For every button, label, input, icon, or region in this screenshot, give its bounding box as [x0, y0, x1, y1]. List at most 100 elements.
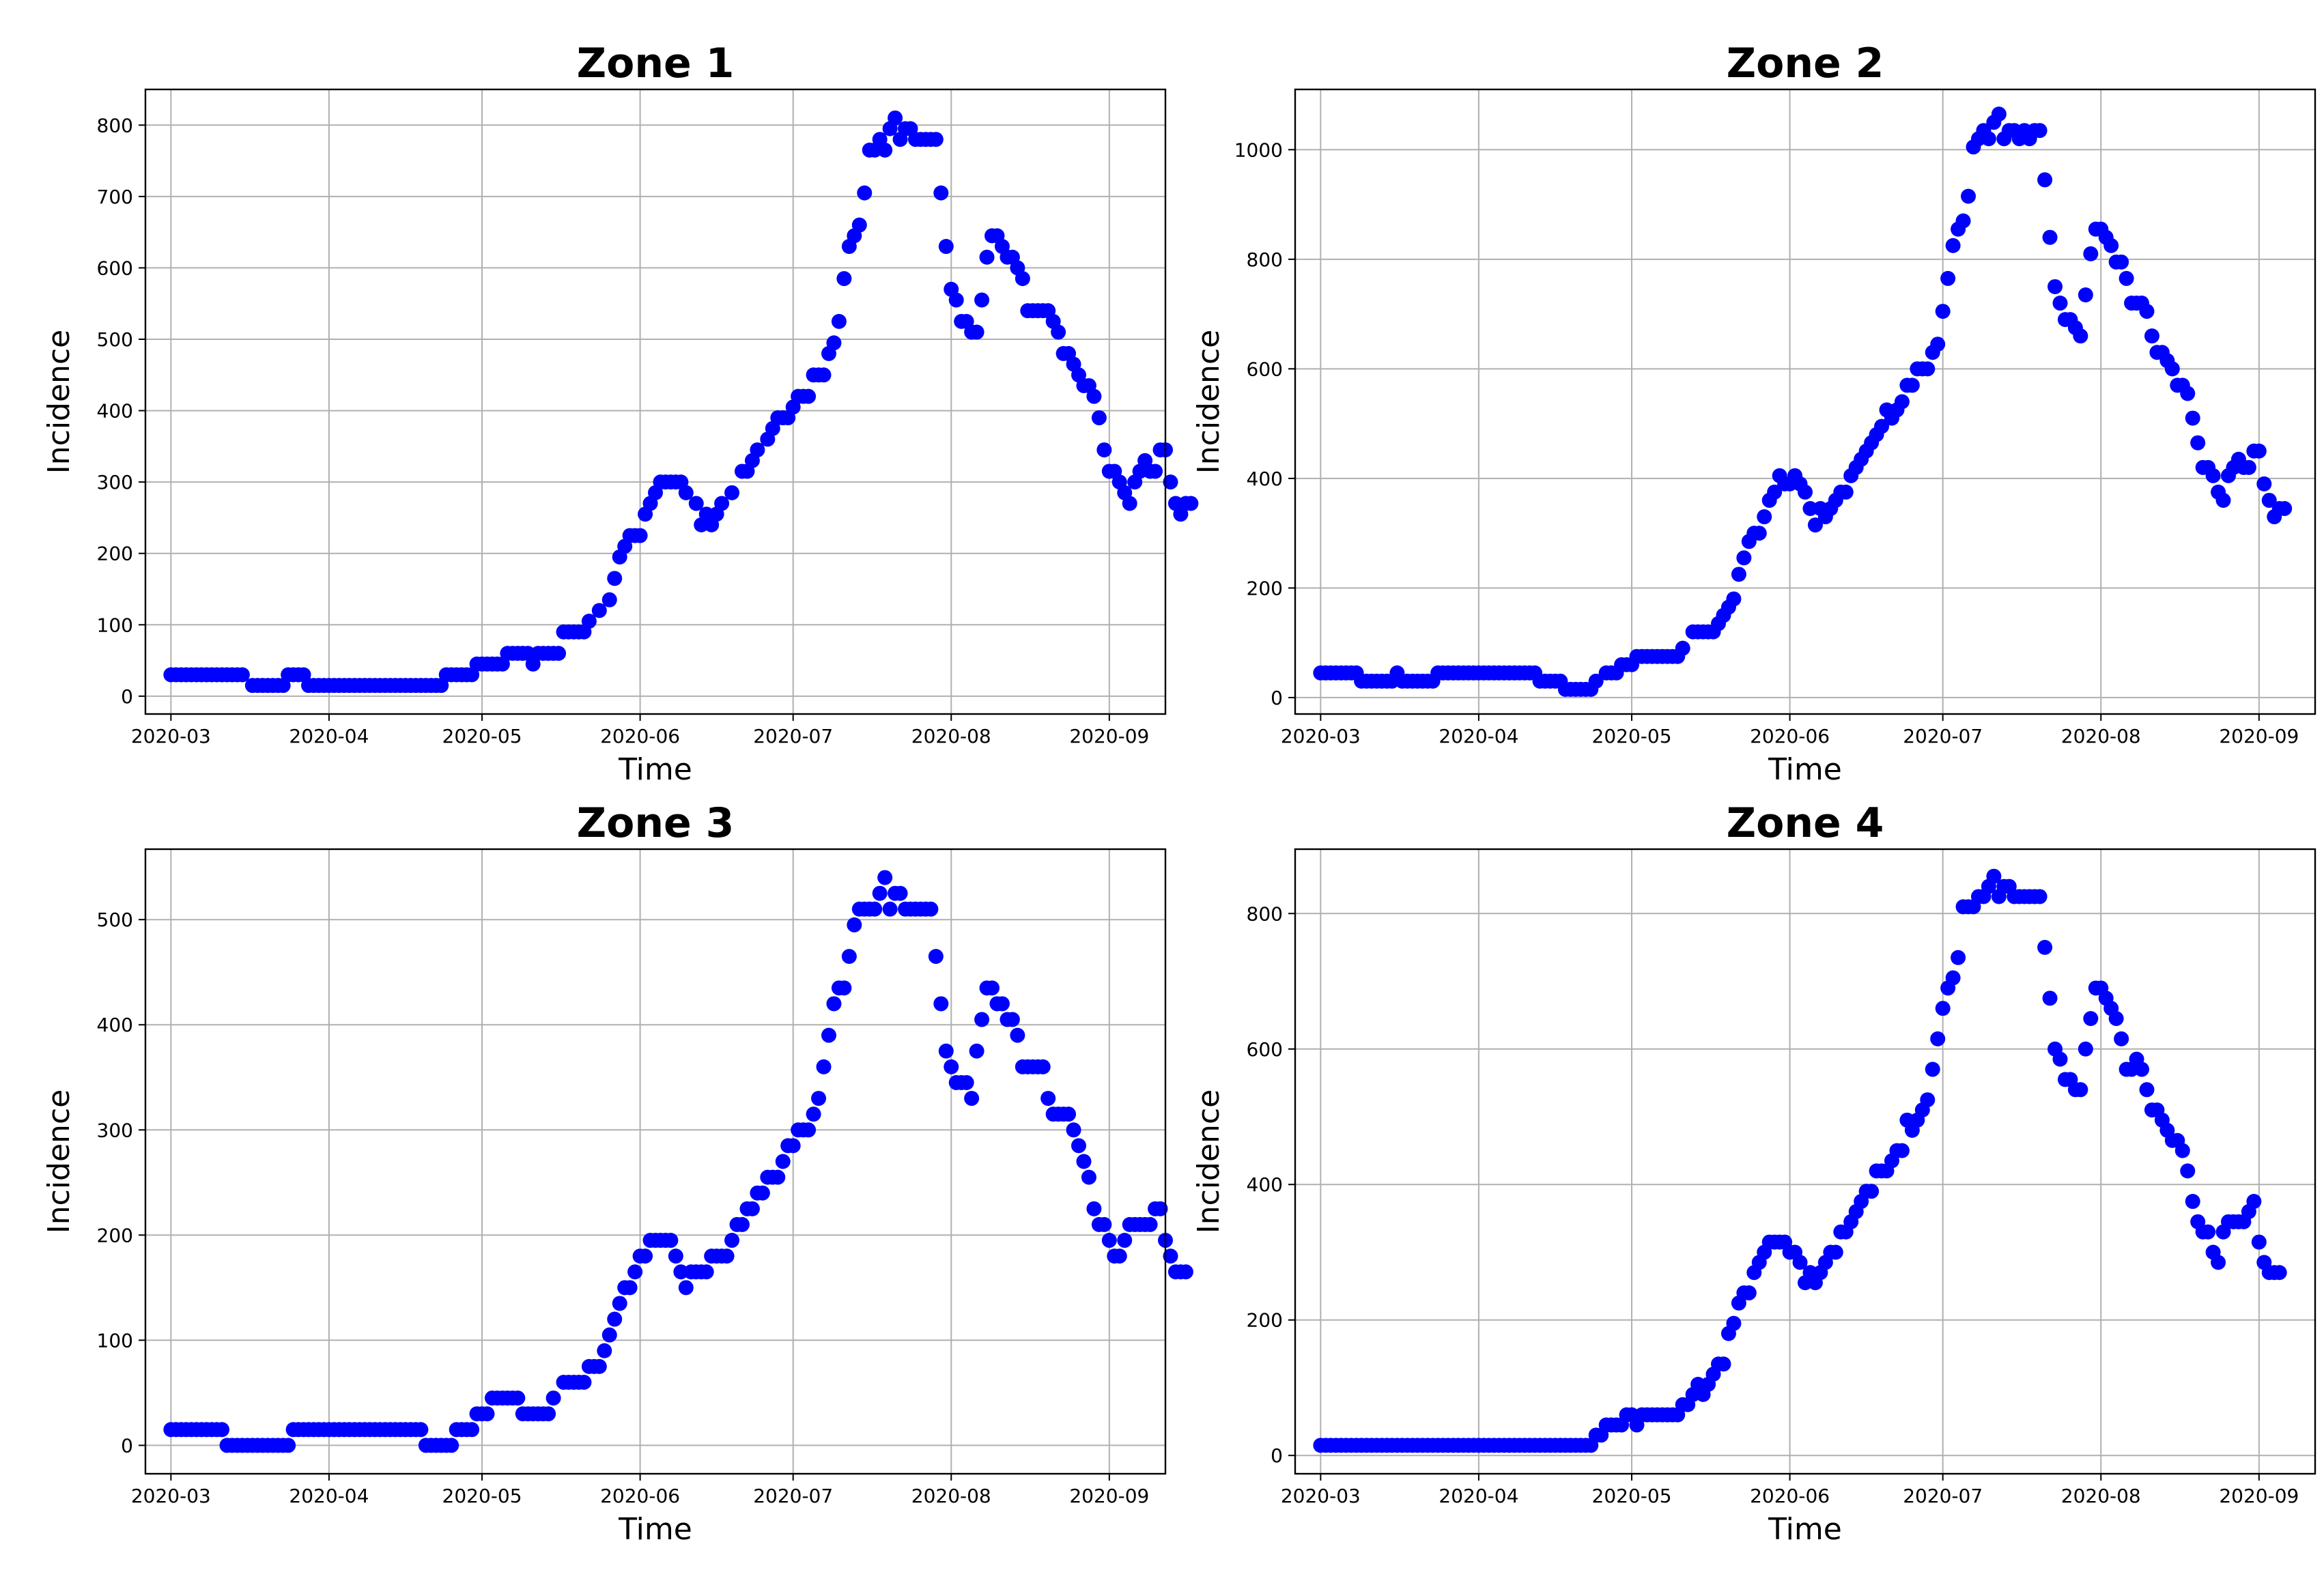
data-point [959, 1074, 974, 1090]
data-point [663, 1233, 679, 1248]
plot-area-frame [144, 88, 1167, 715]
data-point [969, 324, 984, 340]
data-point [2215, 492, 2231, 508]
data-point [2180, 1163, 2196, 1179]
x-axis-ticks: 2020-03 2020-04 2020-05 2020-06 2020-07 2020-… [131, 714, 1149, 747]
data-point [688, 496, 704, 511]
data-point [2073, 1082, 2088, 1098]
data-point [1588, 673, 1604, 689]
grid-lines [145, 849, 1165, 1474]
data-point [1040, 1091, 1056, 1107]
data-point [510, 1390, 526, 1406]
chart-title: Zone 1 [577, 40, 735, 87]
y-tick-label: 500 [97, 909, 133, 931]
data-point [1798, 484, 1813, 500]
data-point [2052, 1051, 2068, 1067]
data-point [1904, 377, 1920, 393]
data-point [1183, 496, 1199, 511]
y-axis-ticks: 0 200 400 600 800 [1247, 902, 1295, 1467]
y-tick-label: 0 [121, 685, 133, 708]
scatter-points [163, 110, 1199, 694]
data-point [1986, 868, 2002, 884]
data-point [627, 1264, 643, 1280]
data-point [1757, 509, 1772, 525]
data-point [1122, 496, 1137, 511]
data-point [1935, 304, 1951, 319]
data-point [281, 1438, 296, 1453]
data-point [2042, 990, 2058, 1006]
x-tick-label: 2020-03 [131, 1485, 211, 1507]
x-tick-label: 2020-03 [1281, 725, 1361, 747]
y-axis-label: Incidence [1191, 1089, 1226, 1233]
data-point [1035, 1059, 1051, 1074]
data-point [801, 1122, 817, 1138]
x-tick-label: 2020-07 [1903, 1485, 1983, 1507]
data-point [928, 132, 944, 147]
data-point [2114, 254, 2129, 270]
data-point [938, 1043, 954, 1059]
data-point [545, 1390, 561, 1406]
x-tick-label: 2020-04 [1439, 725, 1518, 747]
x-tick-label: 2020-08 [911, 725, 991, 747]
data-point [601, 592, 617, 608]
grid-lines [145, 89, 1165, 714]
data-point [801, 388, 817, 404]
plot-area-frame [1294, 88, 2316, 715]
data-point [847, 917, 862, 932]
y-tick-label: 100 [97, 1329, 133, 1352]
data-point [1940, 270, 1956, 286]
y-tick-label: 300 [97, 1119, 133, 1141]
data-point [851, 217, 867, 233]
data-point [2200, 1224, 2216, 1240]
data-point [1945, 970, 1961, 986]
y-tick-label: 600 [97, 257, 133, 279]
data-point [2277, 501, 2293, 517]
data-point [1955, 213, 1971, 229]
data-point [1081, 1169, 1096, 1185]
data-point [1076, 1154, 1092, 1169]
x-tick-label: 2020-05 [442, 1485, 522, 1507]
y-tick-label: 800 [1247, 248, 1283, 271]
data-point [2073, 328, 2088, 344]
data-point [826, 335, 842, 351]
x-tick-label: 2020-09 [2219, 725, 2299, 747]
scatter-points [1313, 868, 2287, 1453]
data-point [1991, 106, 2007, 122]
data-point [2078, 1041, 2093, 1057]
data-point [719, 1248, 735, 1264]
data-point [1015, 271, 1030, 287]
y-tick-label: 0 [1271, 687, 1283, 709]
data-point [2078, 287, 2093, 302]
data-point [2251, 443, 2267, 459]
data-point [831, 313, 847, 329]
data-point [2037, 172, 2053, 188]
data-point [933, 185, 949, 201]
data-point [607, 1311, 623, 1327]
data-point [2032, 889, 2047, 904]
data-point [2042, 229, 2058, 245]
data-point [698, 1264, 714, 1280]
zone-1-chart: Zone 1 Time Incidence 2020-03 2020-04 2020… [42, 40, 1199, 787]
y-tick-label: 400 [97, 400, 133, 423]
data-point [1741, 1285, 1757, 1301]
data-point [1935, 1001, 1951, 1016]
data-point [2118, 270, 2134, 286]
data-point [678, 485, 694, 500]
x-tick-label: 2020-07 [753, 725, 833, 747]
data-point [1807, 517, 1823, 533]
scatter-points [1313, 106, 2293, 697]
data-point [826, 996, 842, 1012]
data-point [1751, 526, 1767, 541]
data-point [607, 571, 623, 586]
data-point [1961, 188, 1976, 204]
x-tick-label: 2020-06 [1750, 725, 1830, 747]
y-tick-label: 700 [97, 186, 133, 208]
data-point [1096, 442, 1112, 458]
data-point [948, 292, 964, 308]
x-tick-label: 2020-08 [2061, 1485, 2141, 1507]
data-point [551, 646, 567, 661]
x-tick-label: 2020-06 [600, 1485, 680, 1507]
data-point [1981, 131, 1996, 147]
x-axis-label: Time [1768, 1512, 1842, 1547]
